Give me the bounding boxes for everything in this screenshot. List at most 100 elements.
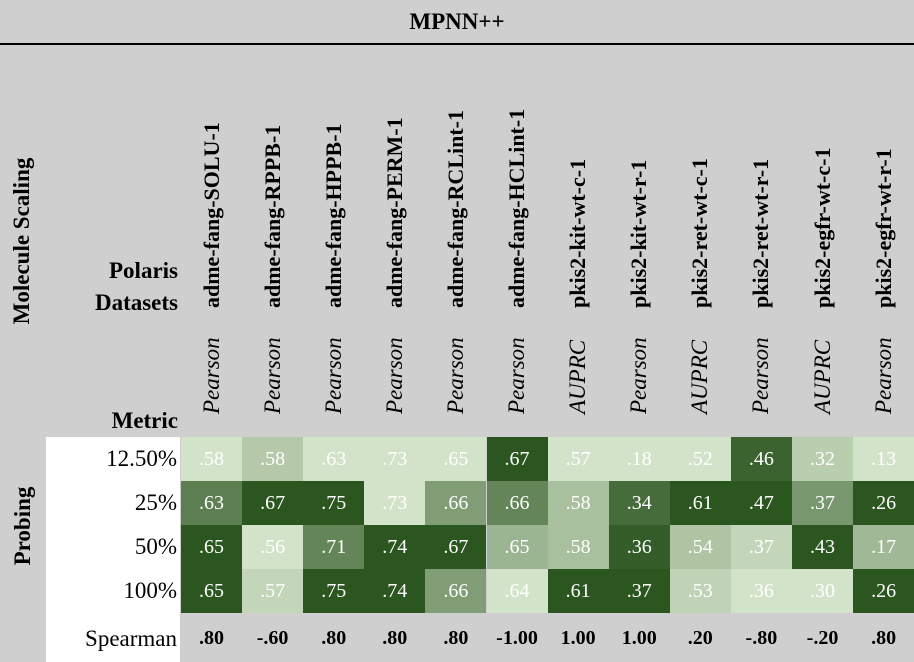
heatmap-cell: .13 xyxy=(853,437,914,481)
heatmap-cell: .65 xyxy=(181,525,242,569)
metric-label: Pearson xyxy=(320,337,346,414)
probing-row-label: 100% xyxy=(123,578,177,603)
metric-header-cell: AUPRC xyxy=(548,336,609,436)
heatmap-cell: .58 xyxy=(547,481,609,525)
dataset-header: pkis2-ret-wt-r-1 xyxy=(731,50,792,330)
metric-header-cell: AUPRC xyxy=(670,336,731,436)
heatmap-cell: .74 xyxy=(364,525,426,569)
spearman-value: .80 xyxy=(871,627,897,649)
dataset-label: pkis2-kit-wt-r-1 xyxy=(626,159,652,308)
heatmap-cell: .43 xyxy=(792,525,853,569)
dataset-label: adme-fang-SOLU-1 xyxy=(198,122,224,308)
metric-header: Metric xyxy=(111,408,178,433)
metric-label: Pearson xyxy=(442,337,468,414)
dataset-header: pkis2-egfr-wt-r-1 xyxy=(853,50,914,330)
dataset-header: adme-fang-PERM-1 xyxy=(364,50,425,330)
heatmap-cell: .61 xyxy=(669,481,731,525)
metric-header-cell: Pearson xyxy=(609,336,670,436)
spearman-value: -1.00 xyxy=(496,627,538,649)
dataset-label: adme-fang-PERM-1 xyxy=(381,117,407,308)
heatmap-cell: .36 xyxy=(608,525,670,569)
heatmap-cell: .52 xyxy=(669,437,731,481)
probing-row-label: 50% xyxy=(134,534,177,559)
dataset-header: pkis2-ret-wt-c-1 xyxy=(670,50,731,330)
title-rule xyxy=(0,43,914,45)
spearman-label: Spearman xyxy=(85,626,177,651)
metric-label: Pearson xyxy=(381,337,407,414)
metric-label: Pearson xyxy=(748,337,774,414)
heatmap-cell: .71 xyxy=(303,525,365,569)
heatmap-cell: .65 xyxy=(425,437,487,481)
heatmap-cell: .53 xyxy=(669,569,731,613)
heatmap-cell: .32 xyxy=(792,437,853,481)
heatmap-cell: .65 xyxy=(181,569,242,613)
heatmap-cell: .18 xyxy=(608,437,670,481)
heatmap-cell: .46 xyxy=(730,437,792,481)
heatmap-cell: .75 xyxy=(303,569,365,613)
probing-label-wrap: Probing xyxy=(0,437,46,615)
metric-label: AUPRC xyxy=(809,339,835,414)
heatmap-cell: .17 xyxy=(853,525,914,569)
dataset-header: adme-fang-SOLU-1 xyxy=(181,50,242,330)
heatmap-cell: .34 xyxy=(608,481,670,525)
heatmap-cell: .37 xyxy=(730,525,792,569)
metric-label: Pearson xyxy=(626,337,652,414)
dataset-label: adme-fang-RCLint-1 xyxy=(442,110,468,308)
metric-label: Pearson xyxy=(198,337,224,414)
dataset-label: adme-fang-RPPB-1 xyxy=(259,124,285,308)
dataset-header: pkis2-kit-wt-c-1 xyxy=(548,50,609,330)
chart-title: MPNN++ xyxy=(409,9,505,34)
heatmap-cell: .58 xyxy=(181,437,242,481)
spearman-value: -.20 xyxy=(806,627,839,649)
heatmap-cell: .73 xyxy=(364,437,426,481)
metric-label: Pearson xyxy=(259,337,285,414)
heatmap-cell: .61 xyxy=(547,569,609,613)
heatmap-cell: .63 xyxy=(181,481,242,525)
heatmap-cell: .64 xyxy=(486,569,548,613)
heatmap-cell: .57 xyxy=(242,569,304,613)
dataset-label: pkis2-egfr-wt-c-1 xyxy=(809,147,835,308)
dataset-header: pkis2-egfr-wt-c-1 xyxy=(792,50,853,330)
metric-header-cell: Pearson xyxy=(487,336,548,436)
metric-label: Pearson xyxy=(870,337,896,414)
dataset-label: pkis2-ret-wt-c-1 xyxy=(687,158,713,308)
heatmap-cell: .54 xyxy=(669,525,731,569)
row-label-pane xyxy=(46,437,180,662)
dataset-header: adme-fang-HPPB-1 xyxy=(303,50,364,330)
metric-header-cell: Pearson xyxy=(731,336,792,436)
metric-header-cell: Pearson xyxy=(425,336,486,436)
metric-header-cell: Pearson xyxy=(364,336,425,436)
metric-label: Pearson xyxy=(504,337,529,414)
molecule-scaling-label: Molecule Scaling xyxy=(9,157,34,325)
heatmap-cell: .66 xyxy=(486,481,548,525)
heatmap-cell: .74 xyxy=(364,569,426,613)
heatmap-cell: .30 xyxy=(792,569,853,613)
heatmap-cell: .63 xyxy=(303,437,365,481)
probing-label: Probing xyxy=(10,486,35,566)
dataset-header: adme-fang-RPPB-1 xyxy=(242,50,303,330)
dataset-label: pkis2-egfr-wt-r-1 xyxy=(870,148,896,308)
dataset-header: pkis2-kit-wt-r-1 xyxy=(609,50,670,330)
dataset-label: adme-fang-HPPB-1 xyxy=(320,123,346,308)
dataset-label: pkis2-kit-wt-c-1 xyxy=(565,158,591,308)
heatmap-cell: .66 xyxy=(425,569,487,613)
spearman-value: .80 xyxy=(199,627,224,649)
metric-header-cell: Pearson xyxy=(181,336,242,436)
heatmap-cell: .58 xyxy=(547,525,609,569)
heatmap-cell: .67 xyxy=(486,437,548,481)
spearman-value: -.80 xyxy=(745,627,778,649)
heatmap-cell: .37 xyxy=(792,481,853,525)
metric-header-cell: AUPRC xyxy=(792,336,853,436)
heatmap-cell: .58 xyxy=(242,437,304,481)
heatmap-cell: .57 xyxy=(547,437,609,481)
probing-row-label: 25% xyxy=(134,490,177,515)
heatmap-cell: .36 xyxy=(730,569,792,613)
dataset-label: pkis2-ret-wt-r-1 xyxy=(748,158,774,308)
datasets-header: Polaris Datasets xyxy=(95,255,178,319)
side-label-wrap: Molecule Scaling xyxy=(0,45,44,437)
spearman-value: .20 xyxy=(687,627,713,649)
spearman-value: -.60 xyxy=(256,627,289,649)
heatmap-cell: .75 xyxy=(303,481,365,525)
spearman-value: .80 xyxy=(382,627,408,649)
